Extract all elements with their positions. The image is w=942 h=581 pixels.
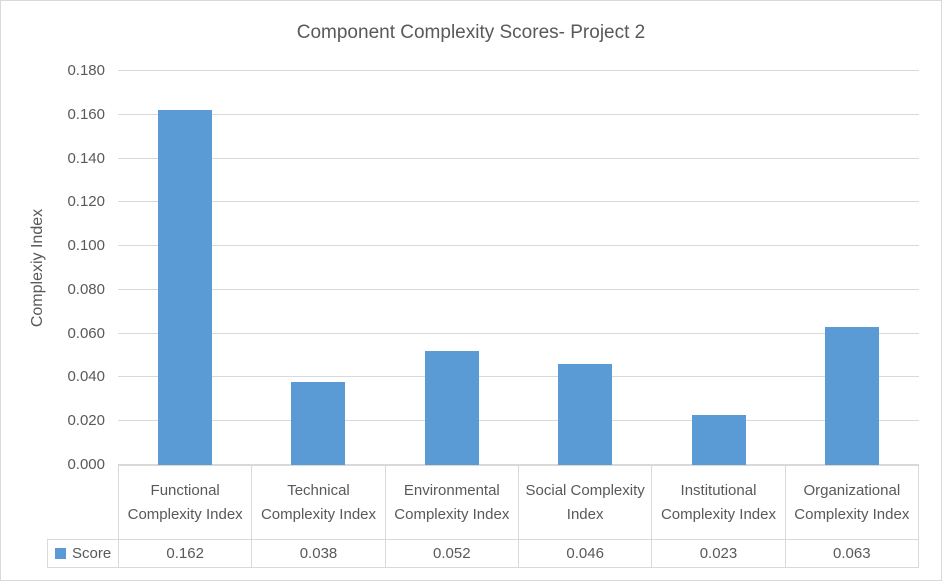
y-axis-title: Complexiy Index xyxy=(29,208,46,328)
chart-title: Component Complexity Scores- Project 2 xyxy=(296,22,646,43)
score-value-cell: 0.038 xyxy=(251,540,384,567)
category-label-cell: Technical Complexity Index xyxy=(251,466,384,539)
score-series-swatch-icon xyxy=(55,548,66,559)
bar xyxy=(424,351,479,465)
data-table-row: Score 0.162 0.038 0.052 0.046 0.023 0.063 xyxy=(47,539,919,568)
gridline xyxy=(118,332,919,334)
y-axis-tick-label: 0.140 xyxy=(67,149,105,167)
score-value-cell: 0.046 xyxy=(517,540,651,567)
gridline xyxy=(118,288,919,290)
category-label-cell: Social Complexity Index xyxy=(517,466,651,539)
gridline xyxy=(118,157,919,159)
y-axis-tick-label: 0.060 xyxy=(67,324,105,342)
gridline xyxy=(118,70,919,71)
gridline xyxy=(118,113,919,115)
bar xyxy=(825,327,880,465)
score-value-cell: 0.162 xyxy=(166,545,204,562)
y-axis-tick-label: 0.040 xyxy=(67,368,105,386)
y-axis-tick-label: 0.080 xyxy=(67,280,105,298)
category-label-cell: Organizational Complexity Index xyxy=(784,466,918,539)
bar xyxy=(291,381,346,465)
gridline xyxy=(118,464,919,465)
gridline xyxy=(118,245,919,247)
gridline xyxy=(118,420,919,422)
category-label-cell: Functional Complexity Index xyxy=(127,481,243,523)
bar xyxy=(157,110,212,465)
bar xyxy=(691,414,746,465)
gridline xyxy=(118,201,919,203)
y-axis-tick-label: 0.020 xyxy=(67,412,105,430)
legend-label: Score xyxy=(72,545,112,562)
bar xyxy=(558,364,613,465)
y-axis-tick-label: 0.120 xyxy=(67,193,105,211)
legend: Score xyxy=(48,540,119,567)
score-value-cell: 0.063 xyxy=(784,540,918,567)
gridline xyxy=(118,376,919,378)
category-axis-row: Functional Complexity Index Technical Com… xyxy=(118,465,919,540)
category-label-cell: Institutional Complexity Index xyxy=(651,466,784,539)
y-axis-tick-label: 0.100 xyxy=(67,237,105,255)
category-label-cell: Environmental Complexity Index xyxy=(384,466,518,539)
y-axis-tick-label: 0.160 xyxy=(67,105,105,123)
score-value-cell: 0.052 xyxy=(384,540,518,567)
y-axis-tick-label: 0.000 xyxy=(67,456,105,473)
y-axis-tick-label: 0.180 xyxy=(67,62,105,79)
score-value-cell: 0.023 xyxy=(651,540,784,567)
